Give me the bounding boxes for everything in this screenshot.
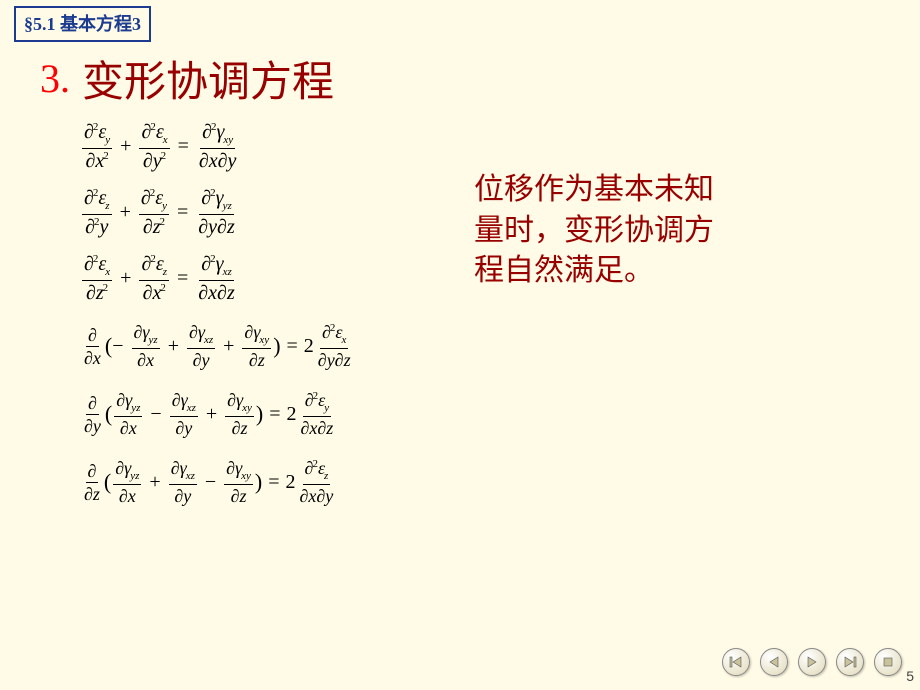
note-line: 量时，变形协调方 — [474, 211, 714, 252]
slide-title: 3. 变形协调方程 — [40, 48, 334, 109]
equation-row: ∂2εx∂z2 + ∂2εz∂x2 = ∂2γxz∂x∂z — [80, 250, 355, 306]
equations-block: ∂2εy∂x2 + ∂2εx∂y2 = ∂2γxy∂x∂y ∂2εz∂2y + … — [80, 118, 355, 520]
page-number: 5 — [906, 668, 914, 684]
side-note: 位移作为基本未知 量时，变形协调方 程自然满足。 — [474, 170, 714, 292]
nav-prev-button[interactable] — [760, 648, 788, 676]
equation-row: ∂∂y ( ∂γyz∂x − ∂γxz∂y + ∂γxy∂z ) = 2 ∂2ε… — [80, 384, 355, 444]
skip-back-icon — [729, 655, 743, 669]
nav-controls — [722, 648, 902, 676]
note-line: 位移作为基本未知 — [474, 170, 714, 211]
equation-row: ∂2εy∂x2 + ∂2εx∂y2 = ∂2γxy∂x∂y — [80, 118, 355, 174]
title-text: 变形协调方程 — [82, 60, 334, 106]
nav-stop-button[interactable] — [874, 648, 902, 676]
note-line: 程自然满足。 — [474, 251, 714, 292]
nav-last-button[interactable] — [836, 648, 864, 676]
stop-icon — [881, 655, 895, 669]
back-icon — [767, 655, 781, 669]
title-number: 3. — [40, 56, 70, 101]
equation-row: ∂∂x ( − ∂γyz∂x + ∂γxz∂y + ∂γxy∂z ) = 2 ∂… — [80, 316, 355, 376]
equation-row: ∂∂z ( ∂γyz∂x + ∂γxz∂y − ∂γxy∂z ) = 2 ∂2ε… — [80, 452, 355, 512]
forward-icon — [805, 655, 819, 669]
section-header-text: §5.1 基本方程3 — [24, 14, 141, 34]
nav-first-button[interactable] — [722, 648, 750, 676]
nav-next-button[interactable] — [798, 648, 826, 676]
equation-row: ∂2εz∂2y + ∂2εy∂z2 = ∂2γyz∂y∂z — [80, 184, 355, 240]
section-header: §5.1 基本方程3 — [14, 6, 151, 42]
skip-forward-icon — [843, 655, 857, 669]
